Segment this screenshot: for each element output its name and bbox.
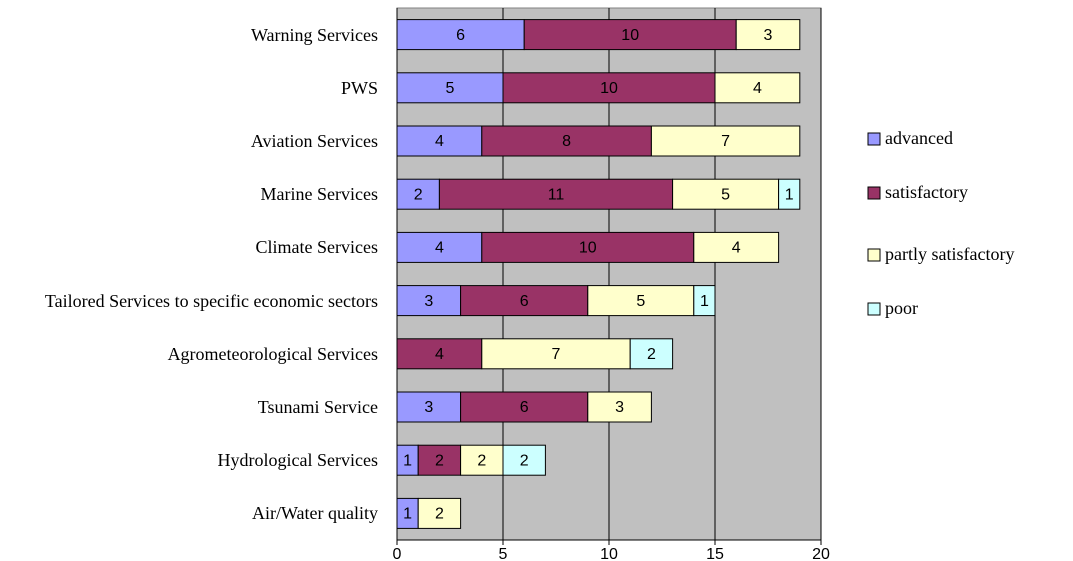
bar-segment [714, 72, 801, 104]
legend-swatch [867, 132, 881, 146]
data-label: 2 [435, 506, 444, 523]
legend-swatch [867, 248, 881, 262]
data-label: 3 [424, 293, 433, 310]
category-label: Climate Services [255, 237, 378, 258]
data-label: 6 [456, 27, 465, 44]
bar-segment [460, 391, 589, 423]
category-label: Warning Services [250, 24, 378, 45]
bar-segment [417, 444, 462, 476]
category-label: Hydrological Services [217, 450, 378, 471]
bar-segment [481, 338, 631, 370]
data-label: 2 [477, 452, 486, 469]
data-label: 2 [435, 452, 444, 469]
data-label: 6 [520, 293, 529, 310]
bar-segment [502, 72, 716, 104]
category-label: Tailored Services to specific economic s… [44, 290, 378, 311]
data-label: 5 [446, 80, 455, 97]
bar-segment [778, 178, 801, 210]
bar-segment [396, 19, 525, 51]
x-tick-label: 15 [706, 546, 724, 561]
x-tick-label: 20 [812, 546, 830, 561]
legend-label: satisfactory [885, 182, 968, 202]
category-label: Tsunami Service [257, 397, 378, 417]
bar-segment [693, 231, 780, 263]
data-label: 10 [579, 240, 597, 257]
data-label: 1 [700, 293, 709, 310]
category-label: Agrometeorological Services [167, 343, 378, 364]
bar-segment [396, 338, 483, 370]
legend-swatch [867, 186, 881, 200]
data-label: 8 [562, 133, 571, 150]
legend-swatch [867, 302, 881, 316]
data-label: 1 [403, 452, 412, 469]
data-label: 3 [615, 399, 624, 416]
bar-segment [587, 391, 652, 423]
x-tick-label: 0 [393, 546, 402, 561]
bar-segment [735, 19, 801, 51]
bar-segment [693, 285, 716, 317]
category-label: Air/Water quality [251, 503, 378, 524]
legend-label: advanced [885, 128, 953, 148]
data-label: 4 [435, 346, 444, 363]
data-label: 4 [732, 240, 741, 257]
data-label: 4 [435, 133, 444, 150]
x-tick-label: 10 [600, 546, 618, 561]
data-label: 1 [785, 186, 794, 203]
category-label: Aviation Services [250, 131, 378, 151]
data-label: 2 [647, 346, 656, 363]
bar-segment [672, 178, 780, 210]
bar-segment [481, 125, 652, 157]
x-tick-label: 5 [499, 546, 508, 561]
data-label: 5 [721, 186, 730, 203]
bar-segment [502, 444, 546, 476]
data-label: 10 [600, 80, 618, 97]
bar-segment [396, 391, 462, 423]
data-label: 2 [414, 186, 423, 203]
legend-label: poor [885, 298, 918, 318]
bar-segment [650, 125, 801, 157]
data-label: 7 [721, 133, 730, 150]
data-label: 10 [621, 27, 639, 44]
category-label: PWS [340, 77, 378, 98]
data-label: 3 [764, 27, 773, 44]
bar-segment [629, 338, 674, 370]
bar-segment [396, 285, 462, 317]
data-label: 4 [435, 240, 444, 257]
data-label: 6 [520, 399, 529, 416]
category-label: Marine Services [260, 184, 378, 205]
data-label: 3 [424, 399, 433, 416]
bar-segment [438, 178, 674, 210]
data-label: 11 [548, 186, 565, 203]
bar-segment [417, 497, 462, 529]
data-label: 2 [520, 452, 529, 469]
data-label: 5 [636, 293, 645, 310]
data-label: 4 [753, 80, 762, 97]
data-label: 7 [552, 346, 561, 363]
data-label: 1 [403, 506, 412, 523]
legend-label: partly satisfactory [885, 244, 1014, 264]
